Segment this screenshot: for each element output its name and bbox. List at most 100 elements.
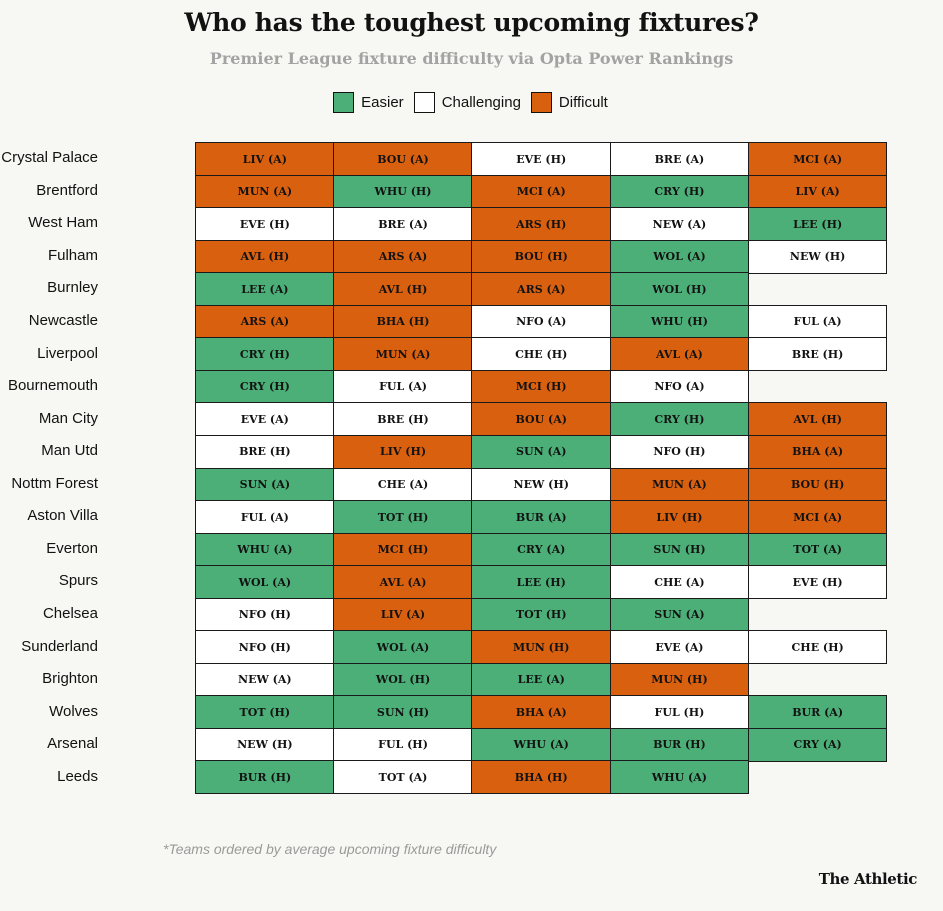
fixture-cell: NFO (A) [471, 304, 612, 339]
fixture-grid: Crystal Palace LIV (A) BOU (A) EVE (H) BRE (… [1, 142, 888, 795]
fixture-cell: WOL (A) [333, 630, 473, 665]
fixture-cell: MUN (A) [609, 467, 750, 502]
fixture-cell: LEE (H) [471, 565, 612, 600]
team-label: Wolves [49, 702, 98, 720]
legend-swatch-difficult [530, 92, 552, 113]
team-label: Leeds [57, 767, 98, 785]
fixture-cell: WOL (A) [609, 239, 750, 274]
fixture-cell: SUN (A) [609, 597, 750, 632]
chart-title: Who has the toughest upcoming fixtures? [184, 8, 759, 37]
fixture-cell: MUN (A) [333, 337, 473, 372]
team-label: West Ham [28, 214, 98, 232]
fixture-cell: WHU (H) [333, 174, 473, 209]
team-label: Arsenal [47, 735, 98, 753]
fixture-cell: BRE (H) [195, 434, 335, 469]
fixture-cell: BRE (A) [609, 142, 750, 177]
fixture-cell: SUN (H) [333, 695, 473, 730]
fixture-cell: WHU (A) [609, 760, 750, 795]
fixture-cell: EVE (H) [747, 565, 888, 600]
fixture-cell: CHE (H) [747, 630, 888, 665]
fixture-cell: NFO (H) [609, 434, 750, 469]
legend-swatch-easier [333, 92, 355, 113]
brand-logo-text: The Athletic [818, 870, 918, 888]
fixture-cell: AVL (A) [609, 337, 750, 372]
fixture-cell: LEE (A) [195, 272, 335, 307]
fixture-cell: SUN (H) [609, 532, 750, 567]
fixture-cell: CRY (H) [609, 402, 750, 437]
fixture-cell: NEW (A) [195, 662, 335, 697]
fixture-cell: BOU (H) [747, 467, 888, 502]
fixture-cell: CRY (A) [747, 727, 888, 762]
fixture-cell: TOT (H) [471, 597, 612, 632]
team-label: Bournemouth [7, 377, 98, 395]
fixture-cell: BHA (A) [747, 434, 888, 469]
fixture-cell: FUL (H) [609, 695, 750, 730]
fixture-cell: CHE (A) [609, 565, 750, 600]
fixture-cell: WHU (H) [609, 304, 750, 339]
fixture-cell: CRY (H) [195, 369, 335, 404]
fixture-cell: BOU (H) [471, 239, 612, 274]
fixture-cell: AVL (H) [195, 239, 335, 274]
team-label: Everton [46, 539, 98, 557]
fixture-cell: CHE (A) [333, 467, 473, 502]
legend-item-difficult: Difficult [530, 92, 608, 113]
fixture-cell: MCI (H) [333, 532, 473, 567]
fixture-cell: TOT (A) [333, 760, 473, 795]
fixture-cell: NFO (H) [195, 597, 335, 632]
fixture-cell: AVL (H) [747, 402, 888, 437]
fixture-cell: MCI (H) [471, 369, 612, 404]
fixture-cell: NEW (H) [747, 239, 888, 274]
fixture-cell: LIV (A) [333, 597, 473, 632]
fixture-cell: CRY (H) [195, 337, 335, 372]
fixture-cell: LIV (H) [333, 434, 473, 469]
fixture-cell: WHU (A) [195, 532, 335, 567]
fixture-cell: BRE (H) [333, 402, 473, 437]
team-label: Spurs [58, 572, 98, 590]
fixture-cell: BOU (A) [333, 142, 473, 177]
fixture-cell: EVE (H) [471, 142, 612, 177]
legend: Easier Challenging Difficult [0, 92, 943, 113]
fixture-cell: MCI (A) [747, 500, 888, 535]
fixture-cell: BUR (H) [609, 727, 750, 762]
fixture-cell: LIV (H) [609, 500, 750, 535]
fixture-cell: WOL (A) [195, 565, 335, 600]
fixture-cell: BHA (H) [471, 760, 612, 795]
fixture-cell: BRE (A) [333, 207, 473, 242]
fixture-cell: FUL (H) [333, 727, 473, 762]
fixture-cell: EVE (H) [195, 207, 335, 242]
team-label: Crystal Palace [1, 149, 98, 167]
fixture-cell: FUL (A) [195, 500, 335, 535]
team-label: Burnley [47, 279, 98, 297]
footnote: *Teams ordered by average upcoming fixtu… [163, 841, 497, 857]
legend-item-easier: Easier [333, 92, 404, 113]
fixture-cell: BOU (A) [471, 402, 612, 437]
fixture-cell: ARS (H) [471, 207, 612, 242]
fixture-cell: MUN (A) [195, 174, 335, 209]
fixture-cell: LEE (H) [747, 207, 888, 242]
fixture-cell: FUL (A) [333, 369, 473, 404]
fixture-cell: BUR (A) [471, 500, 612, 535]
team-label: Nottm Forest [11, 474, 98, 492]
legend-item-challenging: Challenging [413, 92, 521, 113]
fixture-cell: CRY (A) [471, 532, 612, 567]
fixture-cell: WHU (A) [471, 727, 612, 762]
fixture-cell: ARS (A) [333, 239, 473, 274]
fixture-cell: NEW (A) [609, 207, 750, 242]
fixture-cell: MCI (A) [471, 174, 612, 209]
fixture-cell: NEW (H) [195, 727, 335, 762]
fixture-cell: BHA (A) [471, 695, 612, 730]
team-label: Man Utd [41, 442, 98, 460]
fixture-cell: EVE (A) [609, 630, 750, 665]
fixture-cell: BRE (H) [747, 337, 888, 372]
fixture-cell: BUR (A) [747, 695, 888, 730]
team-label: Newcastle [28, 312, 98, 330]
legend-label-difficult: Difficult [558, 94, 608, 111]
fixture-cell: MUN (H) [471, 630, 612, 665]
fixture-cell: MCI (A) [747, 142, 888, 177]
fixture-cell: TOT (H) [195, 695, 335, 730]
fixture-cell: AVL (A) [333, 565, 473, 600]
team-label: Liverpool [37, 344, 98, 362]
fixture-cell: BUR (H) [195, 760, 335, 795]
fixture-cell: WOL (H) [609, 272, 750, 307]
legend-swatch-challenging [413, 92, 435, 113]
